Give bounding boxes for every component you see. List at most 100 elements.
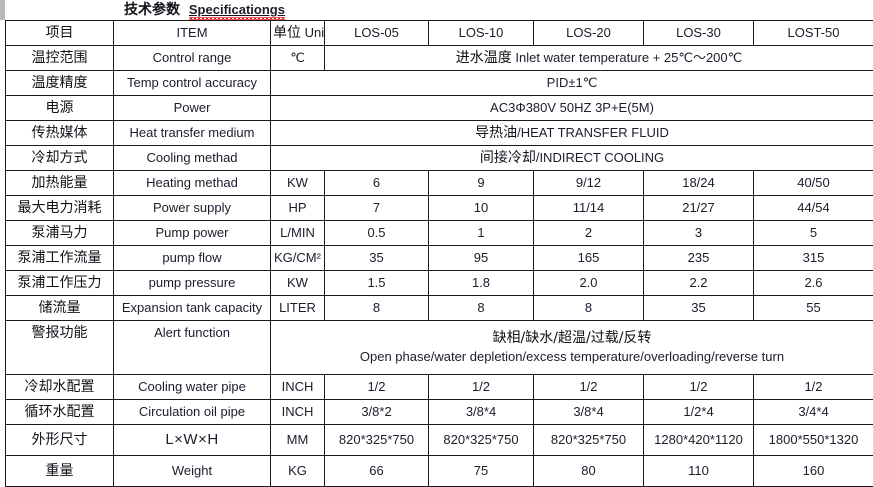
alert-line-en: Open phase/water depletion/excess temper… [273, 349, 871, 365]
cell-value: 9/12 [534, 171, 644, 196]
header-model-los-20: LOS-20 [534, 21, 644, 46]
row-unit: KW [271, 171, 325, 196]
specifications-page: 技术参数 Specificationgs 项目 ITEM 单位 Unit LOS… [0, 0, 873, 457]
row-unit: KG/CM² [271, 246, 325, 271]
cell-value: 1/2 [429, 375, 534, 400]
row-label-en: Cooling methad [114, 146, 271, 171]
cell-value: 9 [429, 171, 534, 196]
cell-value: 40/50 [754, 171, 873, 196]
table-row: 电源 Power AC3Φ380V 50HZ 3P+E(5M) [6, 96, 873, 121]
cell-value: 2 [534, 221, 644, 246]
table-row: 传热媒体 Heat transfer medium 导热油/HEAT TRANS… [6, 121, 873, 146]
row-label-en: pump pressure [114, 271, 271, 296]
cell-value: 5 [754, 221, 873, 246]
cell-value: 44/54 [754, 196, 873, 221]
cell-value: 10 [429, 196, 534, 221]
row-label-en: Circulation oil pipe [114, 400, 271, 425]
cell-value: 95 [429, 246, 534, 271]
row-label-en: Alert function [114, 321, 271, 375]
row-label-en: L×W×H [114, 425, 271, 456]
table-row: 储流量 Expansion tank capacity LITER 8 8 8 … [6, 296, 873, 321]
cell-value: 8 [534, 296, 644, 321]
table-row: 加热能量 Heating methad KW 6 9 9/12 18/24 40… [6, 171, 873, 196]
row-label-cn: 泵浦马力 [6, 221, 114, 246]
row-merged-value: 间接冷却/INDIRECT COOLING [271, 146, 873, 171]
cell-value: 1800*550*1320 [754, 425, 873, 456]
row-unit: INCH [271, 400, 325, 425]
specifications-table: 项目 ITEM 单位 Unit LOS-05 LOS-10 LOS-20 LOS… [5, 20, 873, 487]
cell-value: 165 [534, 246, 644, 271]
table-row: 外形尺寸 L×W×H MM 820*325*750 820*325*750 82… [6, 425, 873, 456]
row-label-en: Power [114, 96, 271, 121]
page-title: 技术参数 Specificationgs [124, 0, 285, 19]
cell-value: 1 [429, 221, 534, 246]
cell-value: 1280*420*1120 [644, 425, 754, 456]
cell-value: 820*325*750 [534, 425, 644, 456]
cell-value: 820*325*750 [429, 425, 534, 456]
cell-value: 235 [644, 246, 754, 271]
row-label-cn: 储流量 [6, 296, 114, 321]
table-row: 温控范围 Control range ℃ 进水温度 Inlet water te… [6, 46, 873, 71]
cell-value: 35 [644, 296, 754, 321]
header-model-los-30: LOS-30 [644, 21, 754, 46]
row-unit: ℃ [271, 46, 325, 71]
row-label-cn: 冷却方式 [6, 146, 114, 171]
row-unit: KG [271, 456, 325, 487]
header-item-en: ITEM [114, 21, 271, 46]
row-label-cn: 泵浦工作压力 [6, 271, 114, 296]
row-label-en: Pump power [114, 221, 271, 246]
row-label-cn: 电源 [6, 96, 114, 121]
cell-value: 1.8 [429, 271, 534, 296]
row-label-en: Weight [114, 456, 271, 487]
cell-value: 66 [325, 456, 429, 487]
cell-value: 75 [429, 456, 534, 487]
row-label-en: Heating methad [114, 171, 271, 196]
table-header-row: 项目 ITEM 单位 Unit LOS-05 LOS-10 LOS-20 LOS… [6, 21, 873, 46]
cell-value: 160 [754, 456, 873, 487]
row-label-en: pump flow [114, 246, 271, 271]
row-unit: KW [271, 271, 325, 296]
cell-value: 2.6 [754, 271, 873, 296]
page-title-en: Specificationgs [189, 2, 285, 17]
row-label-cn: 重量 [6, 456, 114, 487]
cell-value: 18/24 [644, 171, 754, 196]
header-unit: 单位 Unit [271, 21, 325, 46]
cell-value: 8 [325, 296, 429, 321]
row-label-en: Cooling water pipe [114, 375, 271, 400]
row-label-cn: 警报功能 [6, 321, 114, 375]
page-title-cn: 技术参数 [124, 2, 180, 18]
row-merged-value: AC3Φ380V 50HZ 3P+E(5M) [271, 96, 873, 121]
row-label-cn: 加热能量 [6, 171, 114, 196]
header-model-los-05: LOS-05 [325, 21, 429, 46]
cell-value: 8 [429, 296, 534, 321]
table-row: 泵浦马力 Pump power L/MIN 0.5 1 2 3 5 [6, 221, 873, 246]
row-merged-value: 进水温度 Inlet water temperature + 25℃～200℃ [325, 46, 873, 71]
cell-value: 21/27 [644, 196, 754, 221]
cell-value: 3/8*2 [325, 400, 429, 425]
cell-value: 1/2 [325, 375, 429, 400]
table-row: 循环水配置 Circulation oil pipe INCH 3/8*2 3/… [6, 400, 873, 425]
cell-value: 1/2 [754, 375, 873, 400]
cell-value: 80 [534, 456, 644, 487]
cell-value: 55 [754, 296, 873, 321]
row-label-en: Temp control accuracy [114, 71, 271, 96]
row-merged-value: PID±1℃ [271, 71, 873, 96]
cell-value: 2.0 [534, 271, 644, 296]
cell-value: 110 [644, 456, 754, 487]
table-row: 冷却方式 Cooling methad 间接冷却/INDIRECT COOLIN… [6, 146, 873, 171]
row-label-cn: 冷却水配置 [6, 375, 114, 400]
row-unit: L/MIN [271, 221, 325, 246]
row-unit: HP [271, 196, 325, 221]
table-row-alert: 警报功能 Alert function 缺相/缺水/超温/过载/反转 Open … [6, 321, 873, 375]
cell-value: 1/2*4 [644, 400, 754, 425]
row-merged-value: 缺相/缺水/超温/过载/反转 Open phase/water depletio… [271, 321, 873, 375]
row-label-cn: 传热媒体 [6, 121, 114, 146]
row-label-en: Control range [114, 46, 271, 71]
cell-value: 1.5 [325, 271, 429, 296]
cell-value: 3 [644, 221, 754, 246]
row-label-en: Expansion tank capacity [114, 296, 271, 321]
cell-value: 3/8*4 [429, 400, 534, 425]
cell-value: 7 [325, 196, 429, 221]
row-label-cn: 循环水配置 [6, 400, 114, 425]
row-label-cn: 最大电力消耗 [6, 196, 114, 221]
